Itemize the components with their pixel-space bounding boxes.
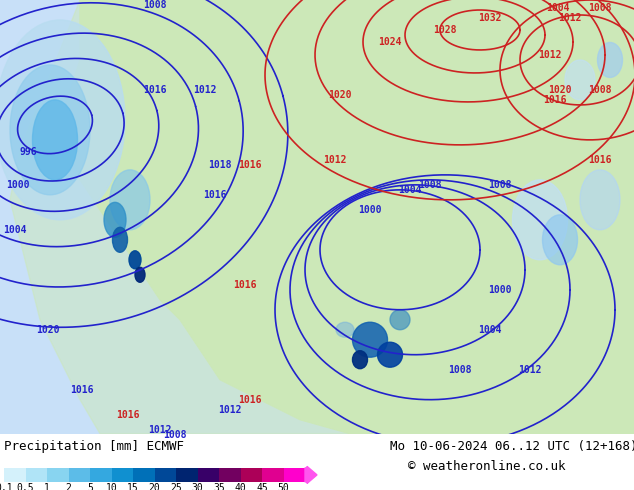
Text: 1012: 1012 xyxy=(323,155,347,165)
Polygon shape xyxy=(10,0,634,434)
Ellipse shape xyxy=(336,322,354,337)
Bar xyxy=(4,468,25,482)
Text: 15: 15 xyxy=(127,483,139,490)
Text: 1000: 1000 xyxy=(488,285,512,295)
Ellipse shape xyxy=(10,65,90,195)
Text: 1016: 1016 xyxy=(204,190,227,200)
Text: 1012: 1012 xyxy=(193,85,217,95)
Bar xyxy=(198,468,219,482)
Text: 1016: 1016 xyxy=(238,394,262,405)
Text: 1012: 1012 xyxy=(518,365,541,375)
Text: 10: 10 xyxy=(106,483,117,490)
Text: 1016: 1016 xyxy=(238,160,262,170)
Text: 1004: 1004 xyxy=(398,185,422,195)
Polygon shape xyxy=(60,0,634,434)
Text: 1018: 1018 xyxy=(208,160,232,170)
Text: 1012: 1012 xyxy=(559,13,582,23)
FancyArrow shape xyxy=(305,466,317,484)
Text: 1016: 1016 xyxy=(70,385,94,394)
Bar xyxy=(90,468,112,482)
Text: 1008: 1008 xyxy=(448,365,472,375)
Bar xyxy=(283,468,305,482)
Ellipse shape xyxy=(580,170,620,230)
Text: 1028: 1028 xyxy=(433,25,456,35)
Bar xyxy=(133,468,155,482)
Text: 1032: 1032 xyxy=(478,13,501,23)
Bar xyxy=(155,468,176,482)
Text: © weatheronline.co.uk: © weatheronline.co.uk xyxy=(408,460,566,473)
Ellipse shape xyxy=(32,100,77,180)
Ellipse shape xyxy=(512,180,567,260)
Ellipse shape xyxy=(129,251,141,269)
Text: 0.5: 0.5 xyxy=(16,483,34,490)
Text: 45: 45 xyxy=(256,483,268,490)
Text: 1016: 1016 xyxy=(543,95,567,105)
Bar xyxy=(112,468,133,482)
Text: 1016: 1016 xyxy=(233,280,257,290)
Ellipse shape xyxy=(597,43,623,77)
Ellipse shape xyxy=(104,202,126,237)
Text: 1008: 1008 xyxy=(143,0,167,10)
Ellipse shape xyxy=(135,267,145,282)
Text: 1024: 1024 xyxy=(378,37,402,47)
Text: 0.1: 0.1 xyxy=(0,483,13,490)
Ellipse shape xyxy=(390,310,410,330)
Text: 2: 2 xyxy=(65,483,72,490)
Ellipse shape xyxy=(353,351,368,368)
Text: 996: 996 xyxy=(19,147,37,157)
Bar xyxy=(219,468,240,482)
Text: 50: 50 xyxy=(278,483,289,490)
Text: 1000: 1000 xyxy=(6,180,30,190)
Text: 1: 1 xyxy=(44,483,50,490)
Text: 30: 30 xyxy=(191,483,204,490)
Text: Precipitation [mm] ECMWF: Precipitation [mm] ECMWF xyxy=(4,440,184,453)
Ellipse shape xyxy=(543,215,578,265)
Ellipse shape xyxy=(0,20,125,220)
Text: 1004: 1004 xyxy=(3,225,27,235)
Bar xyxy=(262,468,283,482)
Bar xyxy=(176,468,198,482)
Text: 1008: 1008 xyxy=(588,3,612,13)
Text: 1012: 1012 xyxy=(148,425,172,435)
Ellipse shape xyxy=(112,227,127,252)
Text: 1020: 1020 xyxy=(36,325,60,335)
Text: 1020: 1020 xyxy=(328,90,352,100)
Ellipse shape xyxy=(377,342,403,367)
Ellipse shape xyxy=(110,170,150,230)
Text: 1004: 1004 xyxy=(547,3,570,13)
Bar xyxy=(47,468,68,482)
Bar xyxy=(240,468,262,482)
Text: 40: 40 xyxy=(235,483,247,490)
Text: 1008: 1008 xyxy=(588,85,612,95)
Ellipse shape xyxy=(353,322,387,357)
Text: 1020: 1020 xyxy=(548,85,572,95)
Text: 5: 5 xyxy=(87,483,93,490)
Text: 35: 35 xyxy=(213,483,225,490)
Text: 1008: 1008 xyxy=(488,180,512,190)
Text: 1016: 1016 xyxy=(116,410,139,419)
Text: 25: 25 xyxy=(170,483,182,490)
Ellipse shape xyxy=(565,60,595,100)
Text: 1012: 1012 xyxy=(218,405,242,415)
Bar xyxy=(25,468,47,482)
Text: 1008: 1008 xyxy=(163,430,187,440)
Text: Mo 10-06-2024 06..12 UTC (12+168): Mo 10-06-2024 06..12 UTC (12+168) xyxy=(390,440,634,453)
Text: 1004: 1004 xyxy=(478,325,501,335)
Text: 1008: 1008 xyxy=(418,180,442,190)
Bar xyxy=(68,468,90,482)
Text: 1016: 1016 xyxy=(588,155,612,165)
Text: 20: 20 xyxy=(148,483,160,490)
Text: 1016: 1016 xyxy=(143,85,167,95)
Text: 1000: 1000 xyxy=(358,205,382,215)
Text: 1012: 1012 xyxy=(538,50,562,60)
